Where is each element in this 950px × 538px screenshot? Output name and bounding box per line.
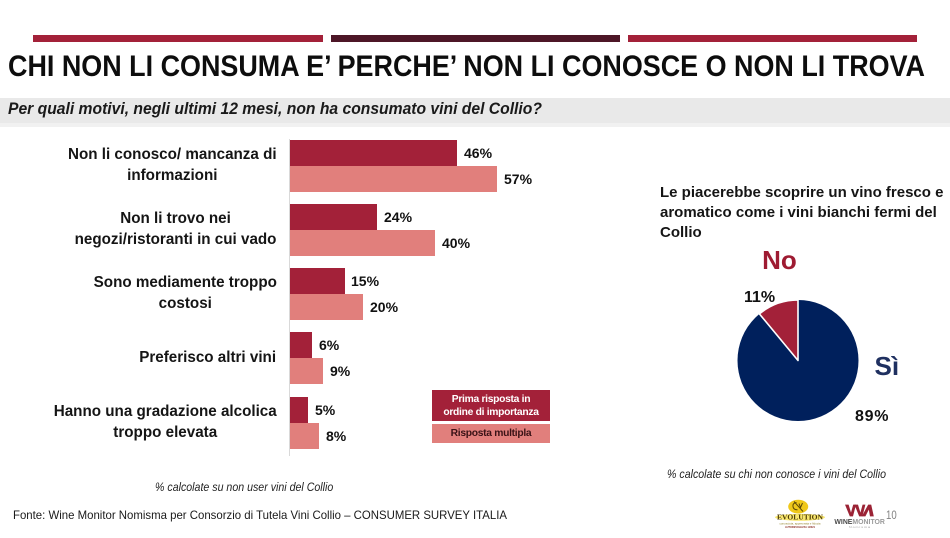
svg-text:N o m i s m a: N o m i s m a (849, 525, 870, 529)
svg-text:AUTOREVOLEZZA 1/2021: AUTOREVOLEZZA 1/2021 (785, 525, 815, 529)
svg-text:WINEMONITOR: WINEMONITOR (834, 517, 885, 526)
svg-text:conosciuta, apprezzata e fiduc: conosciuta, apprezzata e fiducia (780, 521, 821, 525)
svg-text:EVOLUTION: EVOLUTION (777, 512, 824, 521)
